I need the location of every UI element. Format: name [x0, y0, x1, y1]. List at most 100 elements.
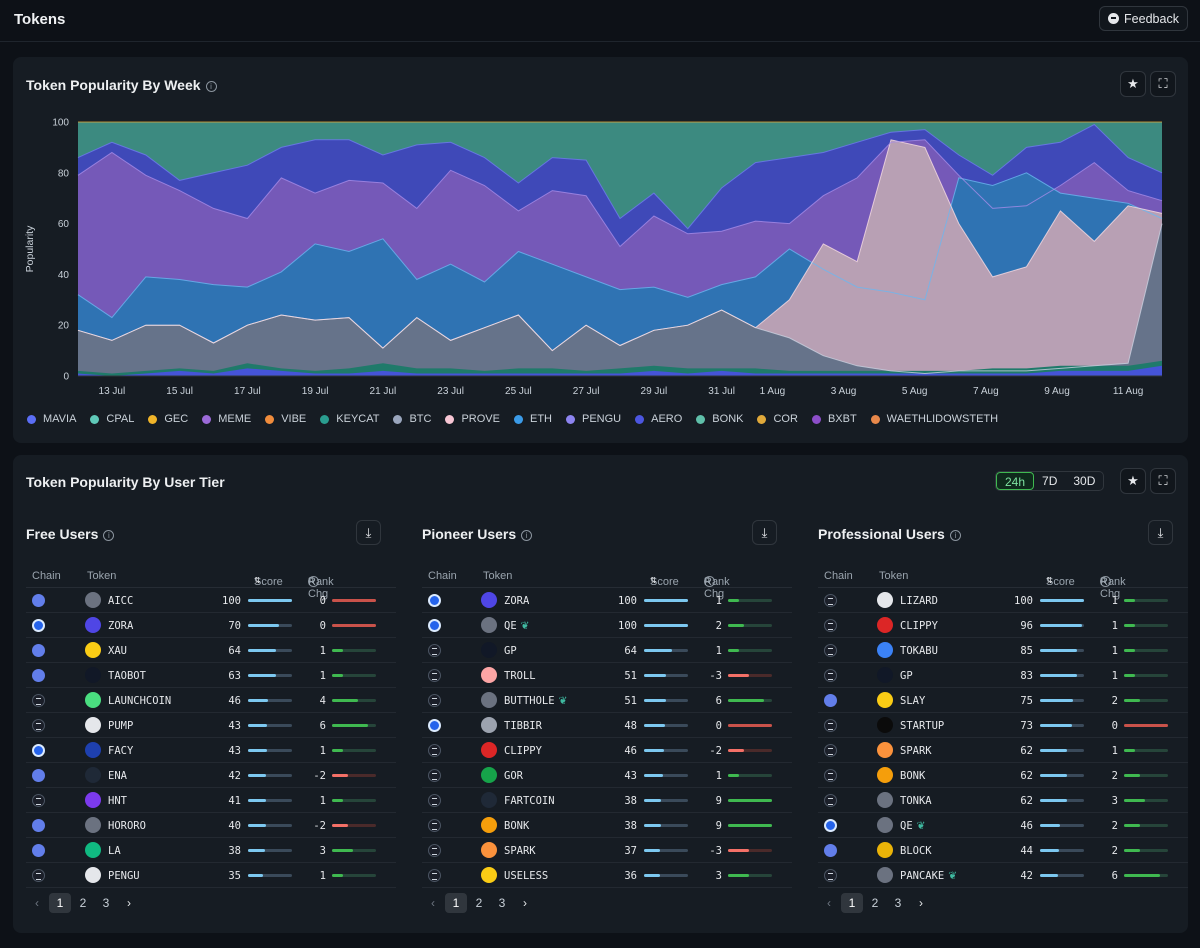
legend-item[interactable]: VIBE — [265, 413, 306, 425]
token-name[interactable]: TOKABU — [900, 645, 938, 657]
table-row[interactable]: TIBBIR 48 0 — [422, 713, 792, 738]
page-1-button[interactable]: 1 — [841, 893, 863, 913]
table-row[interactable]: LAUNCHCOIN 46 4 — [26, 688, 396, 713]
token-name[interactable]: SPARK — [900, 745, 932, 757]
table-row[interactable]: CLIPPY 96 1 — [818, 613, 1188, 638]
token-name[interactable]: TAOBOT — [108, 670, 146, 682]
token-name[interactable]: TONKA — [900, 795, 932, 807]
legend-item[interactable]: PROVE — [445, 413, 500, 425]
token-name[interactable]: HNT — [108, 795, 127, 807]
table-row[interactable]: PANCAKE ❦ 42 6 — [818, 863, 1188, 888]
table-row[interactable]: SPARK 62 1 — [818, 738, 1188, 763]
table-row[interactable]: BLOCK 44 2 — [818, 838, 1188, 863]
legend-item[interactable]: AERO — [635, 413, 682, 425]
legend-item[interactable]: PENGU — [565, 413, 621, 425]
next-page-button[interactable]: › — [919, 896, 923, 910]
table-row[interactable]: TAOBOT 63 1 — [26, 663, 396, 688]
info-icon[interactable]: i — [205, 81, 217, 92]
token-name[interactable]: GOR — [504, 770, 523, 782]
table-row[interactable]: QE ❦ 46 2 — [818, 813, 1188, 838]
page-3-button[interactable]: 3 — [894, 896, 902, 910]
token-name[interactable]: FACY — [108, 745, 133, 757]
token-name[interactable]: TROLL — [504, 670, 536, 682]
table-row[interactable]: FARTCOIN 38 9 — [422, 788, 792, 813]
table-row[interactable]: QE ❦ 100 2 — [422, 613, 792, 638]
token-name[interactable]: PANCAKE ❦ — [900, 870, 957, 882]
token-name[interactable]: QE ❦ — [900, 820, 925, 832]
legend-item[interactable]: MAVIA — [27, 413, 76, 425]
table-row[interactable]: PUMP 43 6 — [26, 713, 396, 738]
token-name[interactable]: PUMP — [108, 720, 133, 732]
download-button[interactable]: ⤓ — [356, 520, 381, 545]
expand-button[interactable]: ⛶ — [1150, 468, 1176, 494]
table-row[interactable]: SLAY 75 2 — [818, 688, 1188, 713]
table-row[interactable]: BONK 62 2 — [818, 763, 1188, 788]
table-row[interactable]: STARTUP 73 0 — [818, 713, 1188, 738]
range-24h[interactable]: 24h — [996, 472, 1035, 490]
token-name[interactable]: SPARK — [504, 845, 536, 857]
table-row[interactable]: SPARK 37 -3 — [422, 838, 792, 863]
table-row[interactable]: TOKABU 85 1 — [818, 638, 1188, 663]
legend-item[interactable]: ETH — [513, 413, 552, 425]
prev-page-button[interactable]: ‹ — [827, 896, 831, 910]
token-name[interactable]: CLIPPY — [900, 620, 938, 632]
legend-item[interactable]: COR — [757, 413, 798, 425]
table-row[interactable]: GP 83 1 — [818, 663, 1188, 688]
next-page-button[interactable]: › — [523, 896, 527, 910]
token-name[interactable]: ZORA — [108, 620, 133, 632]
token-name[interactable]: ZORA — [504, 595, 529, 607]
legend-item[interactable]: BTC — [393, 413, 431, 425]
page-3-button[interactable]: 3 — [498, 896, 506, 910]
legend-item[interactable]: BONK — [696, 413, 743, 425]
table-row[interactable]: ENA 42 -2 — [26, 763, 396, 788]
info-icon[interactable]: i — [949, 530, 961, 541]
token-name[interactable]: AICC — [108, 595, 133, 607]
token-name[interactable]: GP — [504, 645, 517, 657]
legend-item[interactable]: WAETHLIDOWSTETH — [870, 413, 998, 425]
token-name[interactable]: LA — [108, 845, 121, 857]
table-row[interactable]: ZORA 70 0 — [26, 613, 396, 638]
page-2-button[interactable]: 2 — [79, 896, 87, 910]
token-name[interactable]: TIBBIR — [504, 720, 542, 732]
token-name[interactable]: USELESS — [504, 870, 548, 882]
token-name[interactable]: CLIPPY — [504, 745, 542, 757]
legend-item[interactable]: CPAL — [90, 413, 134, 425]
table-row[interactable]: HNT 41 1 — [26, 788, 396, 813]
token-name[interactable]: BLOCK — [900, 845, 932, 857]
page-2-button[interactable]: 2 — [475, 896, 483, 910]
table-row[interactable]: TONKA 62 3 — [818, 788, 1188, 813]
table-row[interactable]: USELESS 36 3 — [422, 863, 792, 888]
table-row[interactable]: TROLL 51 -3 — [422, 663, 792, 688]
table-row[interactable]: XAU 64 1 — [26, 638, 396, 663]
token-name[interactable]: STARTUP — [900, 720, 944, 732]
table-row[interactable]: ZORA 100 1 — [422, 588, 792, 613]
prev-page-button[interactable]: ‹ — [35, 896, 39, 910]
table-row[interactable]: AICC 100 0 — [26, 588, 396, 613]
token-name[interactable]: BONK — [504, 820, 529, 832]
token-name[interactable]: LIZARD — [900, 595, 938, 607]
token-name[interactable]: XAU — [108, 645, 127, 657]
page-1-button[interactable]: 1 — [445, 893, 467, 913]
table-row[interactable]: GP 64 1 — [422, 638, 792, 663]
table-row[interactable]: CLIPPY 46 -2 — [422, 738, 792, 763]
token-name[interactable]: ENA — [108, 770, 127, 782]
table-row[interactable]: LIZARD 100 1 — [818, 588, 1188, 613]
favorite-star-button[interactable]: ★ — [1120, 468, 1146, 494]
token-name[interactable]: LAUNCHCOIN — [108, 695, 171, 707]
prev-page-button[interactable]: ‹ — [431, 896, 435, 910]
page-2-button[interactable]: 2 — [871, 896, 879, 910]
token-name[interactable]: GP — [900, 670, 913, 682]
token-name[interactable]: FARTCOIN — [504, 795, 555, 807]
next-page-button[interactable]: › — [127, 896, 131, 910]
token-name[interactable]: PENGU — [108, 870, 140, 882]
table-row[interactable]: HORORO 40 -2 — [26, 813, 396, 838]
table-row[interactable]: GOR 43 1 — [422, 763, 792, 788]
token-name[interactable]: BONK — [900, 770, 925, 782]
legend-item[interactable]: BXBT — [811, 413, 857, 425]
info-icon[interactable]: i — [103, 530, 115, 541]
legend-item[interactable]: MEME — [202, 413, 251, 425]
table-row[interactable]: PENGU 35 1 — [26, 863, 396, 888]
table-row[interactable]: BUTTHOLE ❦ 51 6 — [422, 688, 792, 713]
download-button[interactable]: ⤓ — [752, 520, 777, 545]
download-button[interactable]: ⤓ — [1148, 520, 1173, 545]
